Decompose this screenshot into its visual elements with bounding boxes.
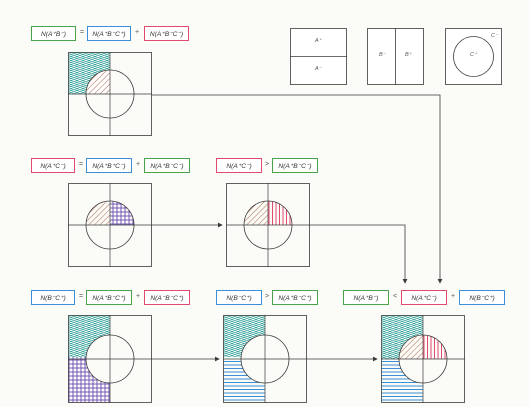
- legend-a-bottom-label: A⁻: [315, 66, 322, 72]
- formula-r3c-op2: +: [451, 293, 456, 300]
- formula-r1-t2: N(A⁺B⁻C⁻): [144, 26, 189, 41]
- formula-r1-op1: =: [80, 29, 85, 36]
- formula-r2a-op2: +: [136, 161, 141, 168]
- formula-r3a-t2: N(A⁻B⁻C⁺): [144, 290, 190, 305]
- legend-b-diagram: [367, 28, 424, 85]
- formula-r2a-t1: N(A⁺B⁺C⁻): [86, 158, 132, 173]
- formula-r3c-lhs: N(A⁺B⁻): [343, 290, 389, 305]
- formula-r3c-t2: N(B⁻C⁺): [459, 290, 505, 305]
- formula-r3b-op1: >: [265, 293, 270, 300]
- legend-a-diagram: [290, 28, 347, 85]
- formula-r3b-t1: N(A⁺B⁻C⁺): [272, 290, 318, 305]
- formula-r3a-op1: =: [79, 293, 84, 300]
- formula-r1-t1: N(A⁺B⁻C⁺): [87, 26, 131, 41]
- venn-r2b: [226, 183, 310, 267]
- formula-r2b-lhs: N(A⁺C⁻): [216, 158, 262, 173]
- formula-r3a-op2: +: [136, 293, 141, 300]
- venn-r1: [68, 52, 152, 136]
- legend-b-left-label: B⁻: [379, 52, 386, 58]
- venn-r3a: [68, 315, 152, 403]
- formula-r3a-t1: N(A⁺B⁻C⁺): [86, 290, 132, 305]
- formula-r1-lhs: N(A⁺B⁻): [31, 26, 76, 41]
- formula-r2b-t1: N(A⁺B⁻C⁻): [272, 158, 318, 173]
- formula-r3a-lhs: N(B⁻C⁺): [31, 290, 75, 305]
- venn-r3b: [223, 315, 307, 403]
- legend-c-inner-label: C⁺: [470, 52, 477, 58]
- legend-a-top-label: A⁺: [315, 38, 322, 44]
- legend-b-right-label: B⁺: [405, 52, 412, 58]
- legend-c-diagram: [445, 28, 502, 85]
- legend-c-outer-label: C⁻: [491, 33, 498, 39]
- formula-r2a-op1: =: [79, 161, 84, 168]
- formula-r2a-t2: N(A⁺B⁻C⁻): [144, 158, 190, 173]
- formula-r1-op2: +: [135, 29, 140, 36]
- formula-r3c-t1: N(A⁺C⁻): [401, 290, 447, 305]
- formula-r2b-op1: >: [265, 161, 270, 168]
- formula-r2a-lhs: N(A⁺C⁻): [31, 158, 75, 173]
- formula-r3c-op1: <: [393, 293, 398, 300]
- formula-r3b-lhs: N(B⁻C⁺): [216, 290, 262, 305]
- venn-r2a: [68, 183, 152, 267]
- venn-r3c: [381, 315, 465, 403]
